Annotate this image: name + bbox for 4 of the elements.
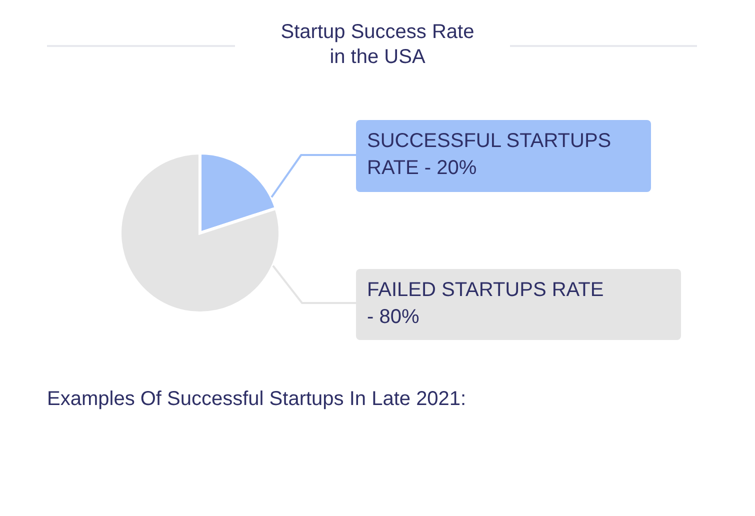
slice-label: SUCCESSFUL STARTUPS RATE - 20% — [367, 129, 612, 181]
slice-label: FAILED STARTUPS RATE - 80% — [367, 278, 605, 330]
chart-title: Startup Success Rate in the USA — [280, 20, 476, 70]
text: Examples Of Successful Startups In Late 2021: — [47, 387, 466, 412]
